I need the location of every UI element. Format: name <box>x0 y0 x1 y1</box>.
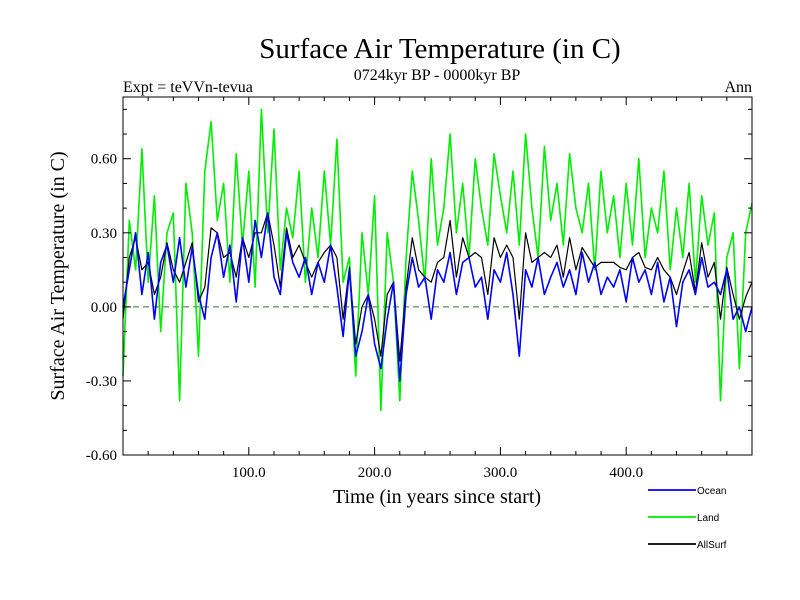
x-tick-label: 100.0 <box>232 465 266 481</box>
chart-subtitle: 0724kyr BP - 0000kyr BP <box>354 67 521 84</box>
experiment-label: Expt = teVVn-tevua <box>123 79 253 96</box>
plot-frame <box>122 96 753 456</box>
y-axis-label: Surface Air Temperature (in C) <box>47 151 69 400</box>
y-tick-label: 0.60 <box>91 152 117 168</box>
legend-label-ocean: Ocean <box>697 486 726 497</box>
season-label: Ann <box>724 79 752 96</box>
series-line-ocean <box>122 212 753 382</box>
chart-title: Surface Air Temperature (in C) <box>259 33 620 65</box>
x-tick-label: 400.0 <box>609 465 643 481</box>
y-tick-label: 0.00 <box>91 300 117 316</box>
series-line-land <box>122 108 753 412</box>
legend: Ocean Land AllSurf <box>648 486 727 551</box>
x-tick-label: 300.0 <box>484 465 518 481</box>
y-tick-label: -0.60 <box>86 448 117 464</box>
legend-label-land: Land <box>697 513 719 524</box>
x-axis-label: Time (in years since start) <box>333 486 541 508</box>
legend-label-allsurf: AllSurf <box>697 540 727 551</box>
y-tick-label: -0.30 <box>86 374 117 390</box>
x-tick-label: 200.0 <box>358 465 392 481</box>
y-tick-label: 0.30 <box>91 226 117 242</box>
